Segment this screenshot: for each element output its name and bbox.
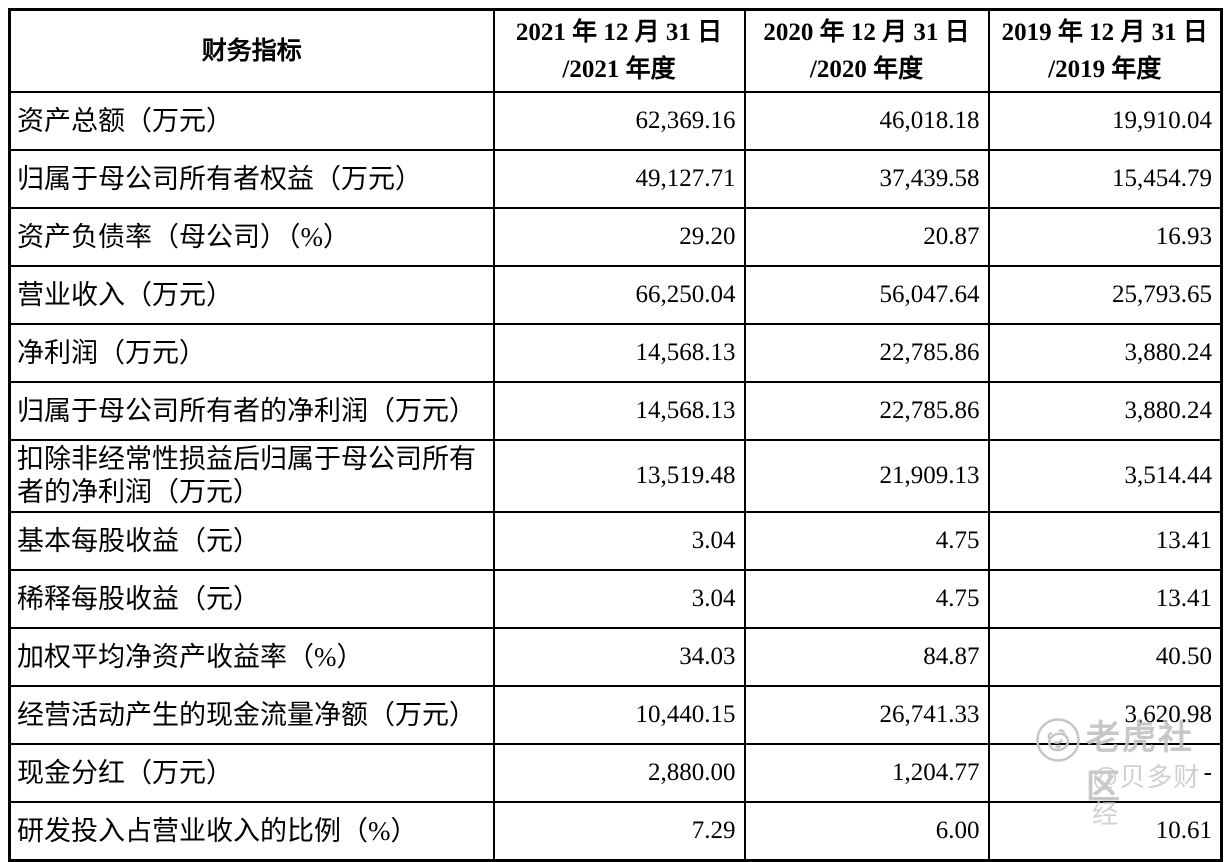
row-label: 营业收入（万元） bbox=[8, 265, 495, 325]
header-2020-period: /2020 年度 bbox=[809, 56, 924, 83]
table-row-rd-ratio: 研发投入占营业收入的比例（%） 7.29 6.00 10.61 bbox=[8, 801, 1223, 862]
value-2020: 56,047.64 bbox=[743, 265, 990, 325]
column-header-2020: 2020 年 12 月 31 日 /2020 年度 bbox=[743, 8, 990, 93]
row-label: 稀释每股收益（元） bbox=[8, 569, 495, 629]
value-2019: 25,793.65 bbox=[987, 265, 1223, 325]
value-2020: 4.75 bbox=[743, 569, 990, 629]
header-2019-date: 2019 年 12 月 31 日 bbox=[1001, 19, 1208, 46]
value-2021: 2,880.00 bbox=[492, 743, 746, 803]
financial-indicators-table: 财务指标 2021 年 12 月 31 日 /2021 年度 2020 年 12… bbox=[8, 8, 1223, 862]
row-label: 扣除非经常性损益后归属于母公司所有者的净利润（万元） bbox=[8, 439, 495, 513]
value-2019: 3,620.98 bbox=[987, 685, 1223, 745]
value-2021: 3.04 bbox=[492, 569, 746, 629]
row-label: 经营活动产生的现金流量净额（万元） bbox=[8, 685, 495, 745]
table-row-basic-eps: 基本每股收益（元） 3.04 4.75 13.41 bbox=[8, 511, 1223, 571]
row-label: 现金分红（万元） bbox=[8, 743, 495, 803]
value-2019: 3,880.24 bbox=[987, 381, 1223, 441]
value-2021: 49,127.71 bbox=[492, 149, 746, 209]
table-row-parent-equity: 归属于母公司所有者权益（万元） 49,127.71 37,439.58 15,4… bbox=[8, 149, 1223, 209]
value-2019: 15,454.79 bbox=[987, 149, 1223, 209]
value-2019: 13.41 bbox=[987, 569, 1223, 629]
value-2021: 34.03 bbox=[492, 627, 746, 687]
value-2020: 46,018.18 bbox=[743, 91, 990, 151]
value-2020: 21,909.13 bbox=[743, 439, 990, 513]
table-row-net-profit: 净利润（万元） 14,568.13 22,785.86 3,880.24 bbox=[8, 323, 1223, 383]
row-label: 归属于母公司所有者的净利润（万元） bbox=[8, 381, 495, 441]
value-2021: 14,568.13 bbox=[492, 381, 746, 441]
value-2019: - bbox=[987, 743, 1223, 803]
table-row-diluted-eps: 稀释每股收益（元） 3.04 4.75 13.41 bbox=[8, 569, 1223, 629]
value-2021: 10,440.15 bbox=[492, 685, 746, 745]
column-header-indicator: 财务指标 bbox=[8, 8, 495, 93]
row-label: 资产负债率（母公司）（%） bbox=[8, 207, 495, 267]
value-2020: 37,439.58 bbox=[743, 149, 990, 209]
row-label: 资产总额（万元） bbox=[8, 91, 495, 151]
table-row-weighted-roe: 加权平均净资产收益率（%） 34.03 84.87 40.50 bbox=[8, 627, 1223, 687]
header-row: 财务指标 2021 年 12 月 31 日 /2021 年度 2020 年 12… bbox=[8, 8, 1223, 93]
table-row-operating-cash-flow: 经营活动产生的现金流量净额（万元） 10,440.15 26,741.33 3,… bbox=[8, 685, 1223, 745]
row-label: 基本每股收益（元） bbox=[8, 511, 495, 571]
value-2021: 7.29 bbox=[492, 801, 746, 862]
header-2020-date: 2020 年 12 月 31 日 bbox=[763, 19, 970, 46]
header-2019-period: /2019 年度 bbox=[1048, 56, 1162, 83]
row-label: 加权平均净资产收益率（%） bbox=[8, 627, 495, 687]
column-header-2021: 2021 年 12 月 31 日 /2021 年度 bbox=[492, 8, 746, 93]
value-2020: 22,785.86 bbox=[743, 381, 990, 441]
value-2019: 10.61 bbox=[987, 801, 1223, 862]
table-row-parent-net-profit: 归属于母公司所有者的净利润（万元） 14,568.13 22,785.86 3,… bbox=[8, 381, 1223, 441]
table-row-total-assets: 资产总额（万元） 62,369.16 46,018.18 19,910.04 bbox=[8, 91, 1223, 151]
value-2019: 40.50 bbox=[987, 627, 1223, 687]
value-2019: 3,514.44 bbox=[987, 439, 1223, 513]
value-2019: 16.93 bbox=[987, 207, 1223, 267]
value-2021: 29.20 bbox=[492, 207, 746, 267]
value-2021: 66,250.04 bbox=[492, 265, 746, 325]
table-row-debt-ratio: 资产负债率（母公司）（%） 29.20 20.87 16.93 bbox=[8, 207, 1223, 267]
value-2019: 19,910.04 bbox=[987, 91, 1223, 151]
column-header-2019: 2019 年 12 月 31 日 /2019 年度 bbox=[987, 8, 1223, 93]
row-label: 研发投入占营业收入的比例（%） bbox=[8, 801, 495, 862]
table-row-adjusted-net-profit: 扣除非经常性损益后归属于母公司所有者的净利润（万元） 13,519.48 21,… bbox=[8, 439, 1223, 513]
value-2021: 14,568.13 bbox=[492, 323, 746, 383]
value-2019: 13.41 bbox=[987, 511, 1223, 571]
header-2021-date: 2021 年 12 月 31 日 bbox=[515, 19, 723, 46]
header-2021-period: /2021 年度 bbox=[562, 56, 676, 83]
value-2019: 3,880.24 bbox=[987, 323, 1223, 383]
value-2021: 3.04 bbox=[492, 511, 746, 571]
table-row-cash-dividend: 现金分红（万元） 2,880.00 1,204.77 - bbox=[8, 743, 1223, 803]
table-row-revenue: 营业收入（万元） 66,250.04 56,047.64 25,793.65 bbox=[8, 265, 1223, 325]
value-2020: 1,204.77 bbox=[743, 743, 990, 803]
row-label: 归属于母公司所有者权益（万元） bbox=[8, 149, 495, 209]
value-2020: 6.00 bbox=[743, 801, 990, 862]
value-2020: 20.87 bbox=[743, 207, 990, 267]
value-2020: 84.87 bbox=[743, 627, 990, 687]
value-2020: 22,785.86 bbox=[743, 323, 990, 383]
value-2020: 4.75 bbox=[743, 511, 990, 571]
row-label: 净利润（万元） bbox=[8, 323, 495, 383]
value-2021: 13,519.48 bbox=[492, 439, 746, 513]
value-2020: 26,741.33 bbox=[743, 685, 990, 745]
value-2021: 62,369.16 bbox=[492, 91, 746, 151]
